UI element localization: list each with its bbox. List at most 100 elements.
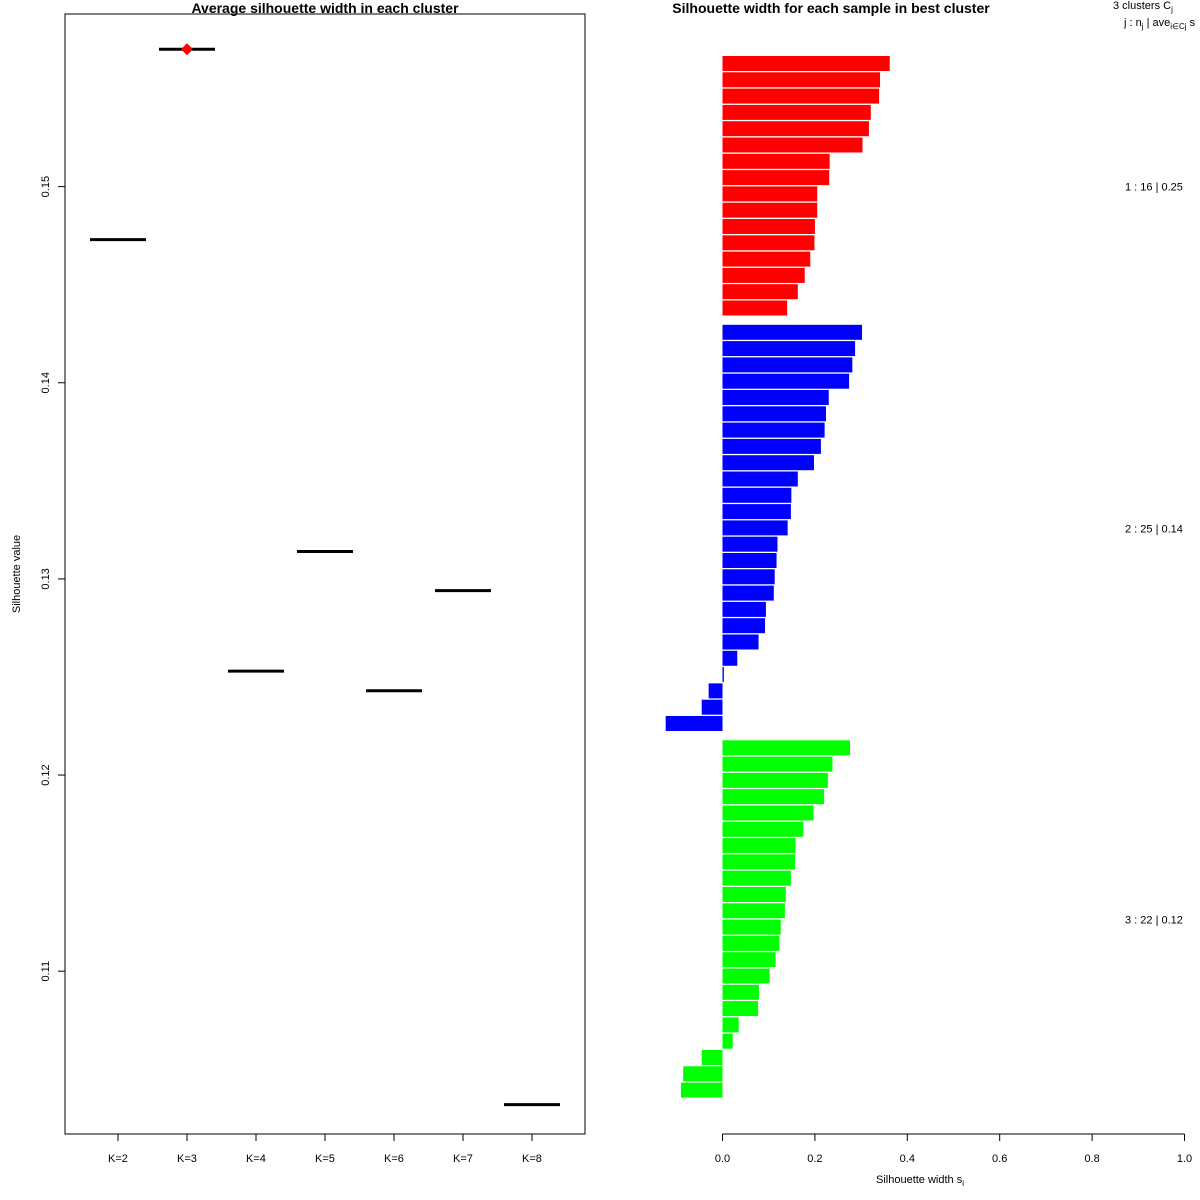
right-x-tick-label: 0.4 [900,1153,915,1165]
left-x-tick-label: K=5 [315,1153,335,1165]
silhouette-bar [722,935,780,951]
silhouette-bar [722,56,890,71]
cluster-label: 3 : 22 | 0.12 [1125,915,1183,927]
legend-header-line2-sub: j [1141,22,1144,31]
silhouette-bar [722,406,826,422]
right-x-axis-label-text: Silhouette width s [876,1174,963,1186]
silhouette-bar [665,716,723,731]
right-x-axis-label: Silhouette width si [876,1174,964,1188]
silhouette-bar [701,1050,723,1065]
silhouette-bar [722,186,818,202]
silhouette-bar [722,569,775,585]
silhouette-bar [722,121,869,137]
silhouette-bar [722,471,798,487]
silhouette-bar [722,536,778,552]
silhouette-bar [722,1001,759,1017]
left-x-tick-label: K=7 [453,1153,473,1165]
silhouette-bar [722,267,805,283]
left-chart-title: Average silhouette width in each cluster [191,0,459,16]
silhouette-bar [722,838,796,854]
silhouette-bar [722,455,814,471]
silhouette-bar [722,854,796,870]
silhouette-bar [722,601,766,617]
left-marks [90,43,560,1107]
left-plot-frame [64,13,586,1135]
left-x-tick-label: K=6 [384,1153,404,1165]
best-k-marker [181,43,193,56]
silhouette-bar [722,667,724,683]
legend-header: 3 clusters Cj j : nj | avei∈Cj s [1113,0,1196,31]
silhouette-bar [722,520,788,536]
left-y-tick-label: 0.11 [40,961,52,982]
left-y-axis: 0.11 0.12 0.13 0.14 0.15 [40,176,65,982]
silhouette-bar [722,952,776,968]
legend-header-line2: j : nj | avei∈Cj s [1123,17,1196,31]
silhouette-bar [722,235,815,251]
silhouette-bar [722,870,791,886]
silhouette-bar [722,504,791,520]
silhouette-bar [722,373,850,389]
legend-header-line1-text: 3 clusters C [1113,0,1171,12]
right-x-tick-label: 0.6 [992,1153,1007,1165]
cluster-label: 2 : 25 | 0.14 [1125,524,1183,536]
silhouette-bar [722,887,786,902]
silhouette-bar [722,251,811,267]
silhouette-bar [722,438,821,454]
left-y-tick-label: 0.13 [40,568,52,589]
legend-header-line2-tail: s [1187,17,1196,29]
silhouette-bar [722,104,871,120]
silhouette-bar [722,153,830,169]
silhouette-bar [722,618,766,634]
legend-header-line2-mid: | ave [1144,17,1171,29]
left-x-tick-label: K=3 [177,1153,197,1165]
left-y-tick-label: 0.14 [40,372,52,393]
legend-header-line2-sub2: i∈Cj [1170,22,1187,31]
silhouette-bar [701,699,723,715]
legend-header-line2-text: j : n [1123,17,1142,29]
cluster-labels: 1 : 16 | 0.25 2 : 25 | 0.14 3 : 22 | 0.12 [1125,181,1183,926]
silhouette-bar [722,805,814,821]
silhouette-bar [722,324,863,340]
silhouette-bar [722,756,833,772]
silhouette-bar [722,1017,739,1033]
silhouette-bar [722,772,828,788]
silhouette-bar [722,650,738,666]
left-x-axis: K=2 K=3 K=4 K=5 K=6 K=7 K=8 [108,1134,542,1165]
right-x-tick-label: 1.0 [1177,1153,1192,1165]
right-x-tick-label: 0.0 [715,1153,730,1165]
silhouette-bar [722,390,829,405]
right-chart-title: Silhouette width for each sample in best… [672,0,990,16]
silhouette-bar [722,789,825,805]
silhouette-bar [722,487,792,503]
legend-header-line1: 3 clusters Cj [1113,0,1173,14]
silhouette-bar [722,284,798,300]
right-x-tick-label: 0.2 [807,1153,822,1165]
silhouette-bar [722,903,785,919]
silhouette-bar [722,968,770,984]
right-x-tick-label: 0.8 [1084,1153,1099,1165]
silhouette-bar [722,202,818,218]
silhouette-bar [722,357,853,373]
silhouette-bar [722,821,804,837]
right-x-axis-label-sub: i [962,1179,964,1188]
right-bars [665,56,890,1098]
silhouette-bar [722,984,759,1000]
silhouette-bar [722,553,777,568]
silhouette-bar [722,137,863,153]
silhouette-bar [722,634,759,650]
silhouette-bar [722,919,781,935]
left-y-tick-label: 0.15 [40,176,52,197]
silhouette-bar [722,219,815,234]
silhouette-bar [683,1066,723,1082]
silhouette-bar [722,585,774,601]
silhouette-bar [722,341,856,357]
silhouette-bar [722,170,830,186]
left-x-tick-label: K=8 [522,1153,542,1165]
silhouette-bar [722,422,825,438]
silhouette-bar [708,683,723,699]
silhouette-bar [722,1033,733,1049]
left-x-tick-label: K=4 [246,1153,266,1165]
silhouette-bar [722,88,880,104]
right-x-axis: 0.0 0.2 0.4 0.6 0.8 1.0 [715,1133,1192,1165]
